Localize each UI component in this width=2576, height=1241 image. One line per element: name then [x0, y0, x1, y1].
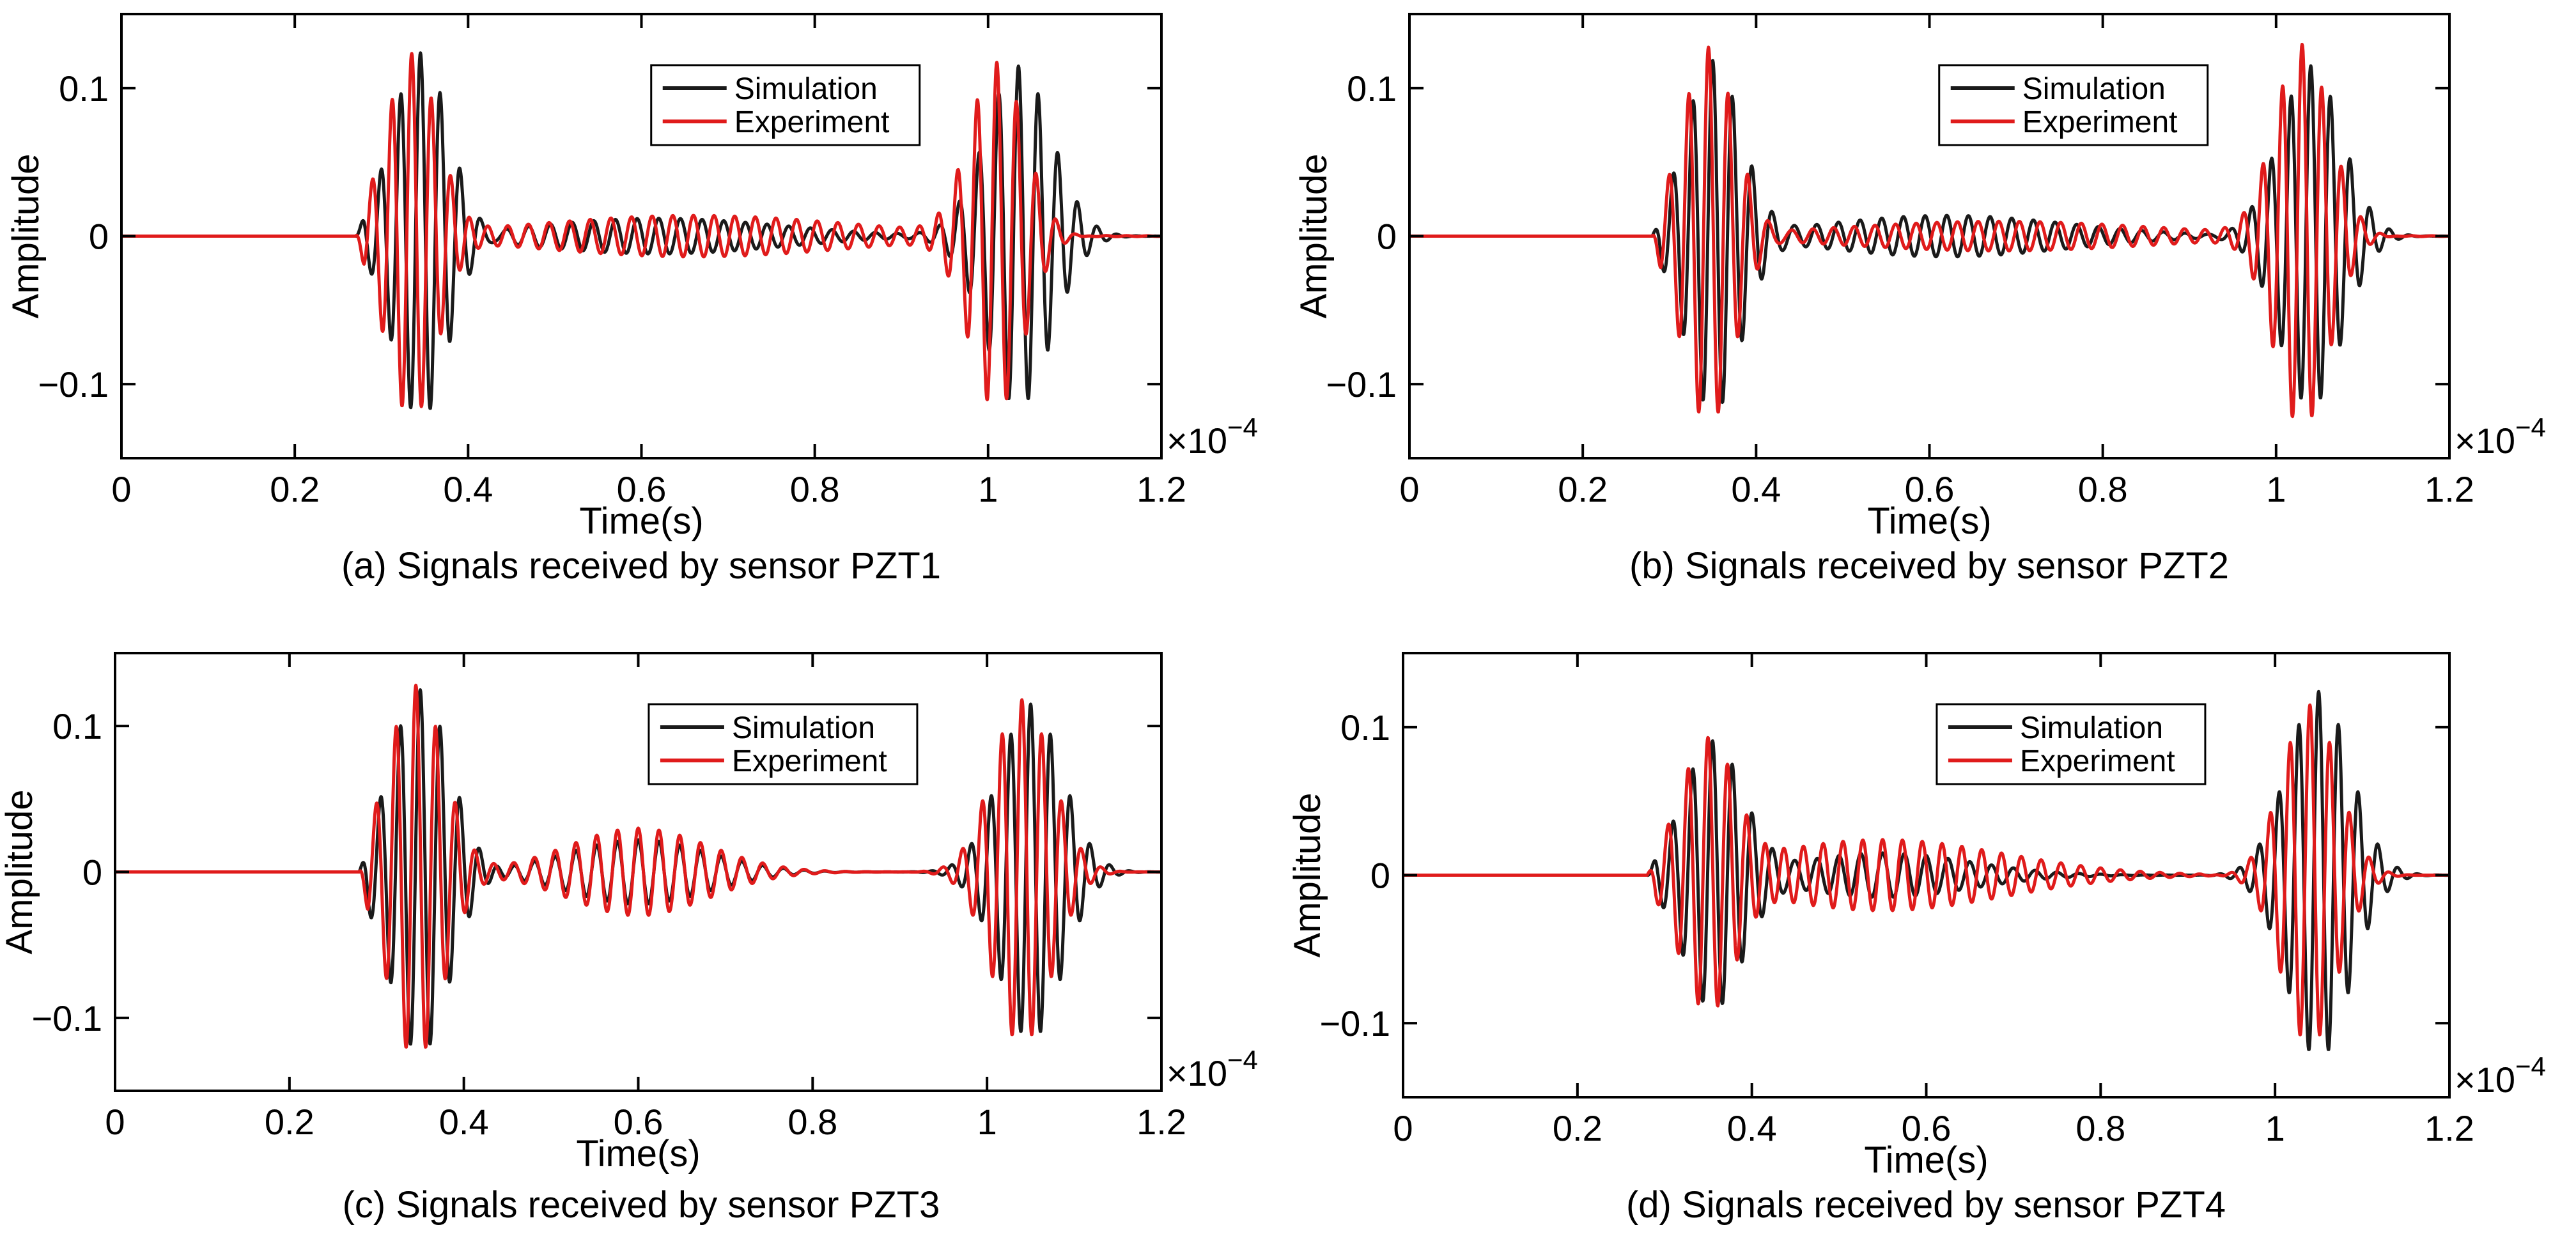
x-tick-label: 0.8: [2078, 469, 2128, 509]
x-axis-label: Time(s): [579, 500, 703, 542]
chart-panel-a: 0 0.2 0.4 0.6 0.8 1 1.2 −0.1 0 0.1 ×10−4 Time(s) Amp…: [5, 13, 1258, 587]
series-line-experiment: [1403, 703, 2449, 1037]
x-tick-label: 0.8: [2076, 1108, 2125, 1148]
y-tick-label: −0.1: [38, 364, 109, 405]
panel-caption: (d) Signals received by sensor PZT4: [1626, 1184, 2226, 1226]
x-tick-label: 1.2: [2425, 1108, 2474, 1148]
x-tick-label: 0.6: [617, 469, 667, 509]
x-tick-label: 1.2: [2425, 469, 2474, 509]
x-tick-label: 0.8: [788, 1102, 837, 1142]
series-line-experiment: [1409, 42, 2449, 419]
x-tick-label: 0: [1393, 1108, 1413, 1148]
legend-box: [1936, 703, 2207, 785]
x-multiplier-exponent: −4: [1227, 412, 1258, 442]
y-tick-label: 0.1: [52, 706, 102, 746]
x-tick-label: 0: [1399, 469, 1419, 509]
x-tick-label: 0.4: [439, 1102, 489, 1142]
x-tick-label: 1.2: [1137, 1102, 1186, 1142]
panel-caption: (a) Signals received by sensor PZT1: [341, 545, 941, 587]
y-tick-label: 0.1: [1340, 707, 1390, 748]
x-multiplier-label: ×10−4: [2455, 1051, 2546, 1100]
x-multiplier-base: ×10: [2455, 1060, 2515, 1100]
legend-box: [650, 64, 921, 146]
x-tick-label: 0.2: [270, 469, 320, 509]
x-tick-label: 0.2: [1553, 1108, 1602, 1148]
series-line-experiment: [115, 683, 1161, 1049]
plot-lines: [115, 683, 1161, 1049]
legend-label-experiment: Experiment: [2020, 744, 2175, 778]
y-axis-label: Amplitude: [1287, 793, 1328, 958]
x-tick-label: 1: [2265, 1108, 2285, 1148]
x-tick-label: 0.2: [1558, 469, 1608, 509]
y-tick-label: 0: [1370, 856, 1390, 896]
y-tick-label: 0.1: [59, 68, 109, 109]
y-tick-label: −0.1: [1319, 1003, 1390, 1044]
x-tick-label: 0.6: [614, 1102, 663, 1142]
y-tick-label: 0: [1377, 217, 1397, 257]
x-tick-label: 0.2: [265, 1102, 314, 1142]
chart-panel-b: 0 0.2 0.4 0.6 0.8 1 1.2 −0.1 0 0.1 ×10−4 Time(s) Amp…: [1293, 13, 2546, 587]
x-tick-label: 0.4: [443, 469, 493, 509]
x-tick-label: 1.2: [1137, 469, 1186, 509]
series-line-experiment: [121, 52, 1161, 408]
legend-label-simulation: Simulation: [2022, 72, 2166, 106]
x-multiplier-base: ×10: [2455, 420, 2515, 461]
x-multiplier-exponent: −4: [1227, 1045, 1258, 1075]
x-multiplier-label: ×10−4: [2455, 412, 2546, 461]
y-axis-label: Amplitude: [1293, 154, 1335, 319]
x-tick-label: 1: [977, 1102, 997, 1142]
x-axis-label: Time(s): [1864, 1139, 1988, 1181]
legend-box: [1938, 64, 2209, 146]
plot-lines: [1403, 690, 2449, 1051]
legend-label-simulation: Simulation: [734, 72, 878, 106]
x-tick-label: 0.6: [1905, 469, 1955, 509]
y-tick-label: 0.1: [1347, 68, 1397, 109]
x-multiplier-label: ×10−4: [1167, 412, 1258, 461]
x-tick-label: 0: [111, 469, 131, 509]
x-tick-label: 0.6: [1902, 1108, 1951, 1148]
y-axis-label: Amplitude: [0, 790, 40, 955]
y-tick-label: −0.1: [1326, 364, 1397, 405]
chart-panel-c: 0 0.2 0.4 0.6 0.8 1 1.2 −0.1 0 0.1 ×10−4 Time(s) Amp…: [0, 652, 1258, 1226]
x-multiplier-base: ×10: [1167, 1053, 1227, 1093]
legend-label-experiment: Experiment: [734, 105, 890, 139]
x-tick-label: 0: [105, 1102, 125, 1142]
x-axis-label: Time(s): [576, 1133, 700, 1175]
x-multiplier-exponent: −4: [2515, 1051, 2546, 1081]
legend-label-experiment: Experiment: [732, 744, 887, 778]
x-axis-label: Time(s): [1867, 500, 1991, 542]
x-tick-label: 0.4: [1731, 469, 1781, 509]
x-multiplier-exponent: −4: [2515, 412, 2546, 442]
legend-box: [648, 703, 919, 785]
plot-lines: [1409, 42, 2449, 419]
x-tick-label: 0.8: [790, 469, 840, 509]
y-tick-label: 0: [89, 217, 109, 257]
chart-panel-d: 0 0.2 0.4 0.6 0.8 1 1.2 −0.1 0 0.1 ×10−4 Time(s) Amp…: [1287, 652, 2546, 1226]
panel-caption: (c) Signals received by sensor PZT3: [343, 1184, 940, 1226]
y-tick-label: −0.1: [31, 998, 102, 1038]
x-multiplier-base: ×10: [1167, 420, 1227, 461]
y-axis-label: Amplitude: [5, 154, 47, 319]
legend-label-simulation: Simulation: [732, 711, 875, 745]
series-line-simulation: [1409, 59, 2449, 405]
x-tick-label: 1: [2266, 469, 2286, 509]
x-tick-label: 1: [978, 469, 998, 509]
y-tick-label: 0: [82, 852, 102, 893]
legend-label-simulation: Simulation: [2020, 711, 2163, 745]
x-multiplier-label: ×10−4: [1167, 1045, 1258, 1093]
legend-label-experiment: Experiment: [2022, 105, 2178, 139]
panel-caption: (b) Signals received by sensor PZT2: [1629, 545, 2229, 587]
x-tick-label: 0.4: [1727, 1108, 1777, 1148]
plot-lines: [121, 51, 1161, 410]
